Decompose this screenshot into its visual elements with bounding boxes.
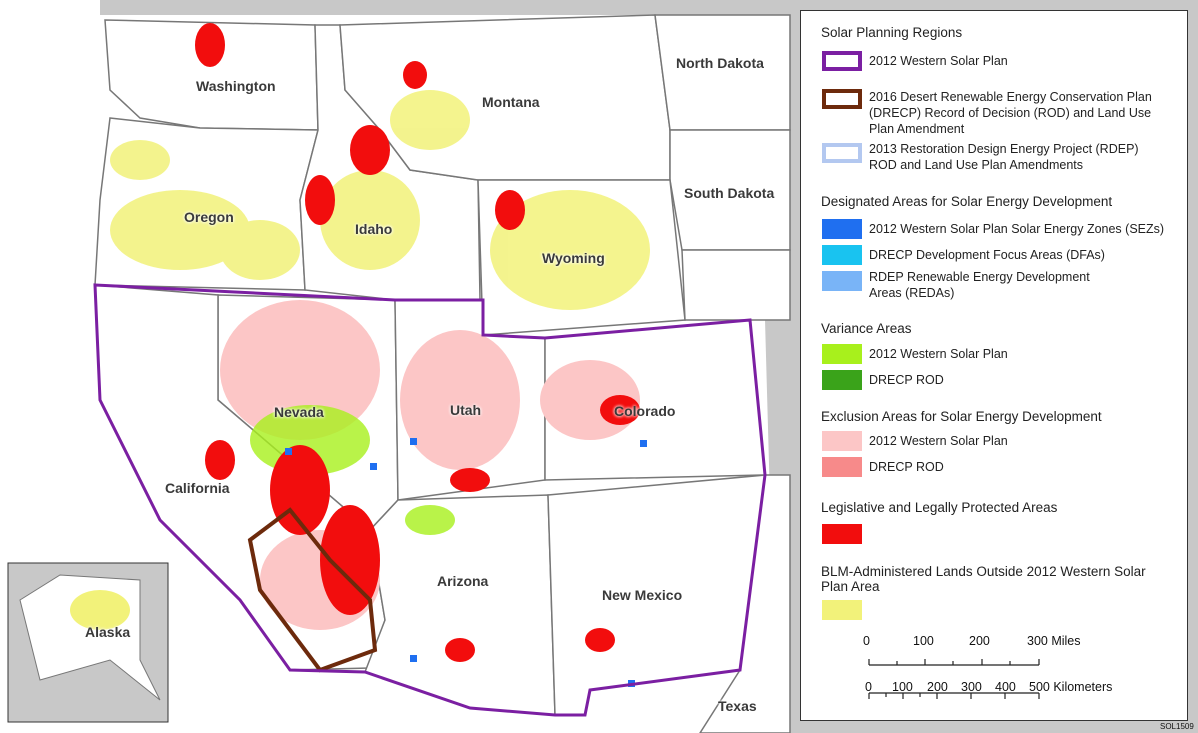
legend-swatch [822, 457, 862, 477]
state-label: New Mexico [602, 587, 683, 603]
legend-section-title: Designated Areas for Solar Energy Develo… [821, 194, 1113, 209]
scale-label: 300 [961, 680, 982, 694]
legend-section-title: Solar Planning Regions [821, 25, 963, 40]
inset-label: Alaska [85, 624, 131, 640]
state-label: California [165, 480, 230, 496]
legend-swatch [822, 51, 862, 71]
legend-swatch [822, 524, 862, 544]
protected-areas [195, 23, 640, 662]
legend-label: DRECP ROD [869, 460, 944, 474]
scale-label: 500 Kilometers [1029, 680, 1113, 694]
legend-section-title: Legislative and Legally Protected Areas [821, 500, 1058, 515]
scale-label: 100 [913, 634, 934, 648]
alaska-blm [70, 590, 130, 630]
scale-label: 200 [927, 680, 948, 694]
drecp-boundary [247, 507, 378, 673]
legend-label: DRECP Development Focus Areas (DFAs) [869, 248, 1105, 262]
scale-label: 100 [892, 680, 913, 694]
legend-label: 2012 Western Solar Plan [869, 54, 1008, 68]
legend-swatch [822, 431, 862, 451]
legend-label: 2012 Western Solar Plan [869, 347, 1008, 361]
legend-label: RDEP Renewable Energy Development Areas … [869, 270, 1090, 300]
legend-swatch [822, 219, 862, 239]
map-code: SOL1509 [1160, 722, 1194, 731]
state-label: Colorado [614, 403, 676, 419]
legend-label: DRECP ROD [869, 373, 944, 387]
blm-lands [110, 90, 650, 310]
legend-label: 2016 Desert Renewable Energy Conservatio… [869, 90, 1152, 136]
legend-section-title: BLM-Administered Lands Outside 2012 West… [821, 564, 1146, 594]
scale-label: 300 Miles [1027, 634, 1081, 648]
legend-swatch [822, 600, 862, 620]
legend-label: 2012 Western Solar Plan Solar Energy Zon… [869, 222, 1165, 236]
western-solar-plan-boundary [93, 283, 767, 717]
state-label: Arizona [437, 573, 489, 589]
legend: Solar Planning Regions 2012 Western Sola… [800, 10, 1188, 721]
state-label: Nevada [274, 404, 324, 420]
scale-label: 400 [995, 680, 1016, 694]
legend-swatch [822, 370, 862, 390]
legend-swatch [822, 143, 862, 163]
scale-label: 200 [969, 634, 990, 648]
state-label: Texas [718, 698, 757, 714]
legend-swatch [822, 89, 862, 109]
state-label: North Dakota [676, 55, 764, 71]
legend-label: 2013 Restoration Design Energy Project (… [869, 142, 1139, 172]
legend-swatch [822, 344, 862, 364]
legend-section-title: Exclusion Areas for Solar Energy Develop… [821, 409, 1102, 424]
legend-section-title: Variance Areas [821, 321, 912, 336]
state-label: Washington [196, 78, 276, 94]
state-label: Montana [482, 94, 540, 110]
scale-label: 0 [863, 634, 870, 648]
state-label: Wyoming [542, 250, 605, 266]
legend-swatch [822, 245, 862, 265]
state-label: Oregon [184, 209, 234, 225]
state-label: South Dakota [684, 185, 775, 201]
state-label: Idaho [355, 221, 393, 237]
scale-bar [868, 659, 1040, 699]
state-label: Utah [450, 402, 482, 418]
legend-label: 2012 Western Solar Plan [869, 434, 1008, 448]
legend-swatch [822, 271, 862, 291]
scale-label: 0 [865, 680, 872, 694]
